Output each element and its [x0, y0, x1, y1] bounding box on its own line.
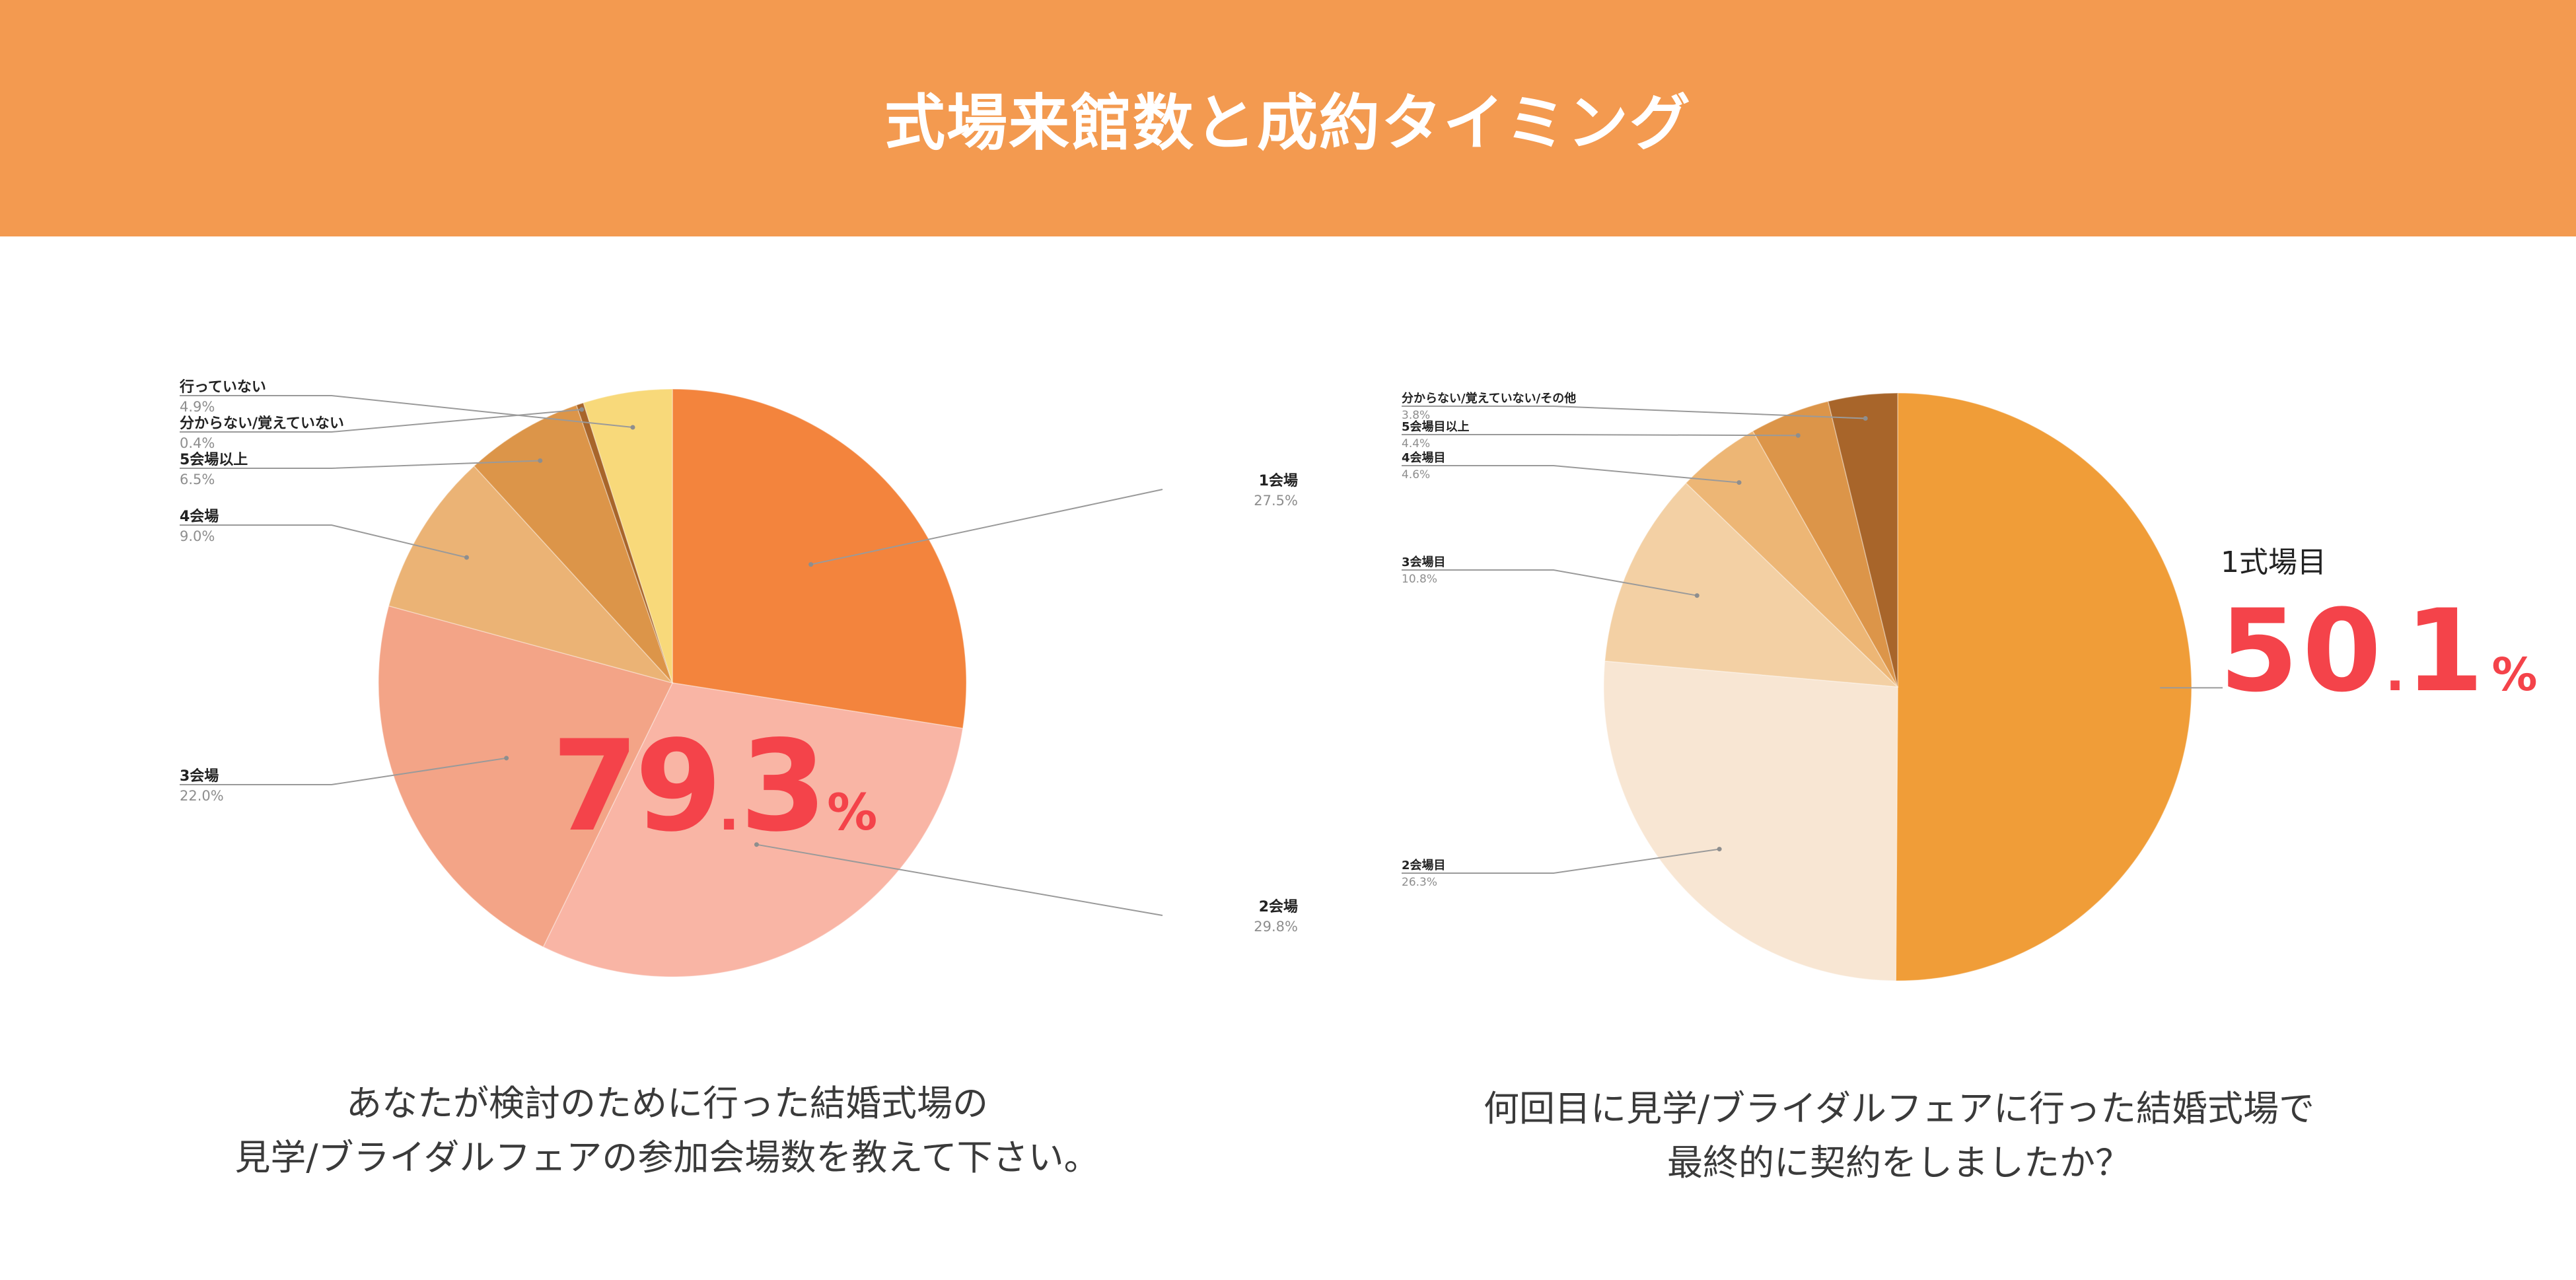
question-text-right: 何回目に見学/ブライダルフェアに行った結婚式場で 最終的に契約をしましたか？	[1483, 1088, 2315, 1184]
callout-venue-unknown-label: 分からない/覚えていない	[180, 415, 344, 432]
contract-timing-slice-2	[1603, 660, 1898, 981]
venue-count-slice-6	[575, 402, 673, 684]
callout-venue-5plus-anchor-dot	[538, 458, 543, 463]
venue-count-slice-4	[388, 465, 674, 684]
pie-chart-venue-count	[378, 388, 967, 978]
highlight-unit: %	[827, 783, 878, 841]
callout-venue-4-label: 4会場	[180, 508, 219, 525]
venue-count-slice-1	[672, 388, 967, 729]
page-title: 式場来館数と成約タイミング	[884, 87, 1692, 159]
venue-count-slice-7	[583, 388, 673, 684]
callout-timing-4-label: 4会場目	[1402, 450, 1446, 465]
callout-venue-5plus-leader-line	[180, 460, 540, 469]
callout-timing-4-percent: 4.6%	[1402, 468, 1430, 481]
callout-timing-unknown-label: 分からない/覚えていない/その他	[1402, 391, 1576, 406]
callout-venue-4-leader-line	[180, 524, 467, 558]
callout-timing-5plus-percent: 4.4%	[1402, 437, 1430, 450]
callout-timing-3-label: 3会場目	[1402, 555, 1446, 569]
callout-timing-5plus-label: 5会場目以上	[1402, 419, 1470, 434]
pie-chart-contract-timing	[1603, 392, 2192, 981]
callout-venue-none-label: 行っていない	[179, 378, 266, 396]
callout-timing-4-anchor-dot	[1736, 480, 1742, 485]
callout-venue-5plus-percent: 6.5%	[180, 472, 215, 487]
highlight-dot: .	[718, 778, 740, 843]
highlight-dot: .	[2385, 643, 2405, 703]
callout-venue-unknown-leader-line	[180, 409, 582, 433]
callout-venue-2-percent: 29.8%	[1254, 919, 1298, 935]
callout-venue-none-percent: 4.9%	[180, 399, 215, 415]
callout-timing-3-anchor-dot	[1694, 593, 1699, 598]
callout-timing-3-percent: 10.8%	[1402, 573, 1437, 586]
callout-venue-unknown-anchor-dot	[579, 407, 585, 412]
pie-callouts: 1会場 27.5% 2会場 29.8% 3会場 22.0% 4会場 9.0% 5会場以上 6.5%…	[179, 378, 2223, 935]
callout-timing-unknown-anchor-dot	[1863, 416, 1868, 421]
callout-venue-3-leader-line	[180, 757, 507, 785]
callout-venue-none-leader-line	[180, 395, 633, 429]
highlight-dec: 1	[2404, 585, 2488, 717]
callout-venue-3-label: 3会場	[180, 767, 219, 785]
callout-timing-2-anchor-dot	[1717, 847, 1722, 852]
callout-timing-3-leader-line	[1402, 569, 1698, 596]
highlight-unit: %	[2491, 649, 2538, 701]
header-bar: 式場来館数と成約タイミング	[0, 0, 2576, 236]
callout-venue-5plus-label: 5会場以上	[180, 451, 248, 468]
callout-venue-3-anchor-dot	[504, 756, 509, 761]
highlight-percent-left: 79.3%	[552, 713, 877, 859]
callout-timing-unknown-percent: 3.8%	[1402, 409, 1430, 422]
first-venue-label: 1式場目	[2221, 546, 2326, 579]
contract-timing-slice-3	[1604, 482, 1900, 688]
callout-timing-2-label: 2会場目	[1402, 858, 1446, 872]
callout-timing-4-leader-line	[1402, 465, 1740, 483]
callout-venue-3-percent: 22.0%	[180, 788, 224, 804]
callout-venue-4-percent: 9.0%	[180, 528, 215, 544]
callout-venue-unknown-percent: 0.4%	[180, 435, 215, 451]
callout-venue-2-label: 2会場	[1259, 898, 1298, 915]
callout-venue-none-anchor-dot	[630, 425, 635, 430]
question-text-left: あなたが検討のために行った結婚式場の 見学/ブライダルフェアの参加会場数を教えて…	[234, 1083, 1100, 1178]
contract-timing-slice-1	[1895, 392, 2192, 981]
callout-venue-2-leader-line	[756, 843, 1163, 916]
callout-venue-1-percent: 27.5%	[1254, 493, 1298, 509]
callout-venue-2-anchor-dot	[754, 842, 759, 847]
callout-timing-unknown-leader-line	[1402, 406, 1866, 419]
contract-timing-slice-6	[1827, 392, 1898, 688]
contract-timing-slice-4	[1685, 430, 1898, 688]
venue-count-slice-3	[378, 605, 674, 948]
callout-venue-1-leader-line	[810, 489, 1163, 565]
callout-timing-2-percent: 26.3%	[1402, 876, 1437, 889]
venue-count-slice-2	[542, 682, 964, 978]
callout-timing-5plus-anchor-dot	[1795, 433, 1801, 438]
callout-venue-1-anchor-dot	[808, 562, 814, 567]
contract-timing-slice-5	[1752, 400, 1898, 688]
callout-venue-1-label: 1会場	[1259, 472, 1298, 489]
callout-venue-4-anchor-dot	[464, 555, 469, 560]
highlight-dec: 3	[739, 713, 827, 859]
highlight-percent-right: 50.1%	[2219, 585, 2537, 717]
highlight-int: 50	[2219, 585, 2386, 717]
highlight-int: 79	[552, 713, 722, 859]
callout-timing-2-leader-line	[1402, 848, 1720, 874]
